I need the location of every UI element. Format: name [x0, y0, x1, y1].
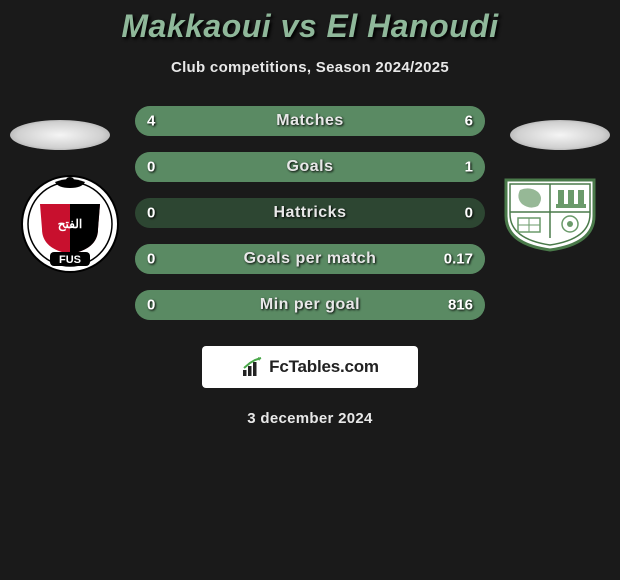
stat-value-left: 0 [147, 251, 155, 268]
raja-beni-mellal-logo-icon [500, 176, 600, 252]
club-logo-left: الفتح FUS [20, 174, 120, 274]
stat-value-right: 1 [465, 159, 473, 176]
stat-value-left: 4 [147, 113, 155, 130]
stat-row-matches: 4 Matches 6 [135, 106, 485, 136]
brand-text: FcTables.com [269, 357, 379, 377]
stat-fill-left [135, 106, 275, 136]
stat-value-right: 0 [465, 205, 473, 222]
stat-label: Matches [276, 112, 344, 130]
svg-text:FUS: FUS [59, 254, 81, 266]
fus-logo-icon: الفتح FUS [20, 174, 120, 274]
stat-value-left: 0 [147, 159, 155, 176]
stat-row-goals: 0 Goals 1 [135, 152, 485, 182]
page-subtitle: Club competitions, Season 2024/2025 [0, 59, 620, 76]
date-label: 3 december 2024 [0, 410, 620, 427]
stat-value-left: 0 [147, 297, 155, 314]
player-right-oval [510, 120, 610, 150]
stat-value-right: 6 [465, 113, 473, 130]
stat-row-min-per-goal: 0 Min per goal 816 [135, 290, 485, 320]
stat-label: Min per goal [260, 296, 360, 314]
svg-text:الفتح: الفتح [58, 217, 82, 232]
main: الفتح FUS 4 Matches 6 [0, 106, 620, 427]
brand-box[interactable]: FcTables.com [202, 346, 418, 388]
stat-row-goals-per-match: 0 Goals per match 0.17 [135, 244, 485, 274]
club-logo-right [500, 176, 600, 252]
stat-value-right: 0.17 [444, 251, 473, 268]
stat-value-left: 0 [147, 205, 155, 222]
page-title: Makkaoui vs El Hanoudi [0, 8, 620, 45]
stat-value-right: 816 [448, 297, 473, 314]
fctables-logo-icon [241, 356, 267, 378]
stat-label: Goals [287, 158, 334, 176]
header: Makkaoui vs El Hanoudi Club competitions… [0, 0, 620, 76]
stats-container: 4 Matches 6 0 Goals 1 0 Hattricks 0 0 Go… [135, 106, 485, 320]
stat-label: Hattricks [274, 204, 347, 222]
stat-row-hattricks: 0 Hattricks 0 [135, 198, 485, 228]
stat-label: Goals per match [244, 250, 377, 268]
player-left-oval [10, 120, 110, 150]
